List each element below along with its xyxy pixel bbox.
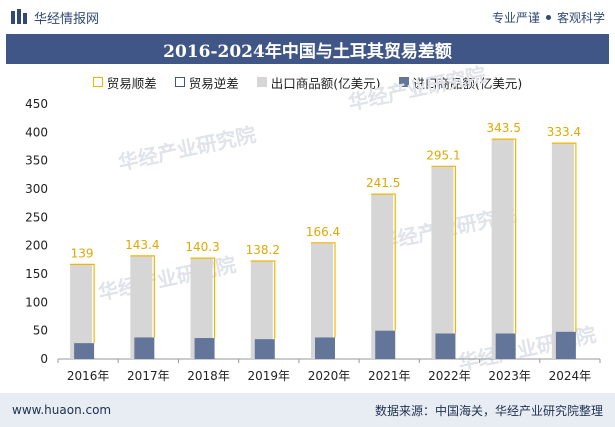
import-bar[interactable] [194,338,215,359]
surplus-bracket [551,142,577,332]
chart-legend: 贸易顺差 贸易逆差 出口商品额(亿美元) 进口商品额(亿美元) [0,72,615,92]
export-bar[interactable] [551,143,574,359]
y-tick-label: 50 [33,324,48,338]
import-bar[interactable] [435,333,456,360]
x-category-label: 2019年 [248,369,291,383]
legend-item-import[interactable]: 进口商品额(亿美元) [398,72,523,92]
export-bar[interactable] [190,258,213,359]
import-bar[interactable] [74,343,95,359]
surplus-bracket [130,255,155,338]
y-tick-label: 300 [25,182,48,196]
export-bar[interactable] [70,264,93,359]
x-category-label: 2017年 [127,369,170,383]
y-tick-label: 400 [25,125,48,139]
import-bar[interactable] [555,331,576,359]
surplus-data-label: 343.5 [486,121,520,135]
slogan: 专业严谨 客观科学 [492,9,605,26]
surplus-data-label: 295.1 [426,148,460,162]
legend-swatch-surplus [92,77,103,87]
y-tick-label: 150 [25,267,48,281]
surplus-bracket [431,165,457,334]
import-bar[interactable] [134,337,155,359]
watermark-text: 华经产业研究院 [96,252,238,305]
legend-swatch-import [398,77,409,87]
brand-name: 华经情报网 [34,11,100,27]
legend-label-export: 出口商品额(亿美元) [270,75,381,91]
export-bar[interactable] [130,255,153,359]
surplus-bracket [491,138,517,334]
export-bar[interactable] [311,242,333,359]
import-bar[interactable] [495,333,516,360]
import-bar[interactable] [315,337,335,359]
y-tick-label: 0 [40,352,48,366]
legend-item-surplus[interactable]: 贸易顺差 [92,72,157,92]
footer-source: 数据来源：中国海关，华经产业研究院整理 [374,403,603,418]
watermark-text: 华经产业研究院 [346,62,488,115]
watermark-text: 华经产业研究院 [456,322,598,375]
surplus-bracket [311,242,336,338]
x-category-label: 2023年 [488,369,531,383]
brand[interactable]: 华经情报网 [10,8,99,27]
legend-label-deficit: 贸易逆差 [188,75,239,91]
x-category-label: 2016年 [67,369,110,383]
y-tick-label: 450 [25,97,48,111]
x-category-label: 2022年 [428,369,471,383]
slogan-left: 专业严谨 [491,10,540,25]
import-bar[interactable] [375,330,396,359]
surplus-data-label: 166.4 [306,225,340,239]
export-bar[interactable] [371,194,394,359]
top-bar: 华经情报网 专业严谨 客观科学 [0,0,615,34]
trade-balance-chart: 华经产业研究院华经产业研究院华经产业研究院华经产业研究院华经产业研究院05010… [25,62,601,383]
legend-swatch-deficit [174,77,185,87]
watermark-text: 华经产业研究院 [116,122,258,175]
slogan-right: 客观科学 [556,10,605,25]
y-tick-label: 200 [25,239,48,253]
surplus-data-label: 140.3 [185,240,219,254]
legend-label-import: 进口商品额(亿美元) [412,75,523,91]
footer-website[interactable]: www.huaon.com [12,403,112,417]
surplus-bracket [371,193,396,331]
export-bar[interactable] [431,166,454,359]
export-bar[interactable] [250,260,273,359]
chart-title: 2016-2024年中国与土耳其贸易差额 [163,41,452,62]
export-bar[interactable] [491,139,514,359]
surplus-bracket [190,257,216,339]
legend-swatch-export [256,77,267,87]
legend-item-deficit[interactable]: 贸易逆差 [174,72,239,92]
surplus-data-label: 241.5 [366,176,400,190]
y-tick-label: 100 [25,295,48,309]
x-category-label: 2018年 [187,369,230,383]
x-category-label: 2021年 [368,369,411,383]
surplus-bracket [250,260,276,340]
y-tick-label: 250 [25,210,48,224]
surplus-bracket [70,263,95,344]
brand-logo-icon [11,9,27,24]
x-category-label: 2024年 [549,369,592,383]
chart-title-bar: 2016-2024年中国与土耳其贸易差额 [6,34,609,64]
surplus-data-label: 333.4 [547,125,581,139]
surplus-data-label: 138.2 [246,243,280,257]
legend-item-export[interactable]: 出口商品额(亿美元) [256,72,381,92]
x-category-label: 2020年 [308,369,351,383]
surplus-data-label: 139 [71,246,94,260]
import-bar[interactable] [254,339,275,359]
y-tick-label: 350 [25,154,48,168]
footer: www.huaon.com 数据来源：中国海关，华经产业研究院整理 [0,393,615,427]
surplus-data-label: 143.4 [125,238,159,252]
legend-label-surplus: 贸易顺差 [106,75,157,91]
slogan-separator-dot [545,14,551,20]
